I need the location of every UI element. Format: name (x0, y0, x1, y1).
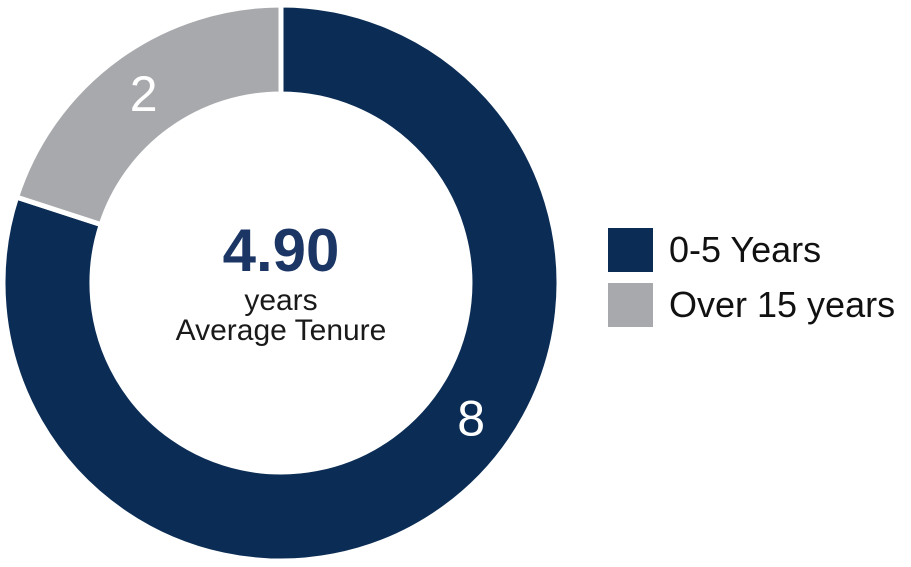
slice-value-label: 8 (457, 391, 485, 447)
donut-slice-1 (13, 2, 284, 228)
chart-legend: 0-5 Years Over 15 years (608, 228, 895, 327)
legend-item-0-5-years: 0-5 Years (608, 228, 895, 272)
center-value: 4.90 (222, 217, 340, 284)
center-unit: years (244, 284, 318, 317)
legend-label: Over 15 years (669, 284, 896, 325)
slice-value-label: 2 (130, 66, 158, 122)
donut-slice-0 (0, 2, 562, 564)
donut-chart: 82 (0, 2, 562, 564)
legend-swatch-navy-icon (608, 228, 653, 272)
legend-swatch-gray-icon (608, 283, 653, 327)
legend-label: 0-5 Years (669, 229, 822, 270)
chart-center-text: 4.90 years Average Tenure (176, 221, 387, 345)
center-caption: Average Tenure (175, 313, 387, 347)
legend-item-over-15-years: Over 15 years (608, 283, 895, 327)
